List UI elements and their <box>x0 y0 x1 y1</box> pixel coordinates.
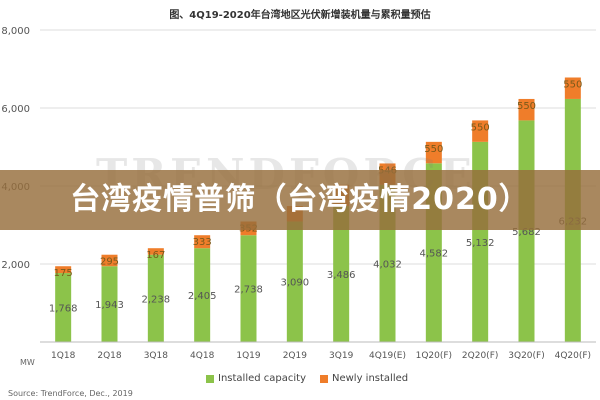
x-tick-label: 3Q19 <box>329 351 354 361</box>
bar-newly <box>147 248 164 255</box>
bar-installed <box>194 248 211 342</box>
legend-label-newly: Newly installed <box>332 373 409 384</box>
banner-text: 台湾疫情普筛（台湾疫情2020） <box>70 182 530 217</box>
data-label-installed: 1,943 <box>95 300 124 311</box>
bar-newly <box>55 266 72 274</box>
bar-newly <box>472 120 489 142</box>
data-label-installed: 2,738 <box>234 285 263 296</box>
bar-installed <box>240 235 257 342</box>
bar-installed <box>101 266 118 342</box>
x-tick-label: 2Q18 <box>97 351 122 361</box>
legend-swatch-installed <box>206 374 214 383</box>
x-tick-label: 3Q18 <box>144 351 169 361</box>
x-tick-label: 2Q20(F) <box>462 351 498 361</box>
y-tick-label: 6,000 <box>1 104 30 115</box>
bar-installed <box>55 273 72 342</box>
bar-newly <box>518 98 535 121</box>
data-label-newly: 550 <box>517 101 536 112</box>
y-tick-label: 8,000 <box>1 26 30 37</box>
y-tick-label: 2,000 <box>1 260 30 271</box>
legend: Installed capacity Newly installed <box>206 373 408 384</box>
bar-newly <box>425 141 442 164</box>
legend-label-installed: Installed capacity <box>218 373 306 384</box>
data-label-installed: 1,768 <box>49 304 78 315</box>
data-label-newly: 550 <box>471 122 490 133</box>
x-tick-label: 4Q18 <box>190 351 215 361</box>
data-label-newly: 550 <box>424 144 443 155</box>
data-label-installed: 2,238 <box>142 294 171 305</box>
x-tick-label: 1Q18 <box>51 351 76 361</box>
x-tick-label: 2Q19 <box>283 351 308 361</box>
legend-item-installed: Installed capacity <box>206 373 306 384</box>
data-label-newly: 333 <box>193 237 212 248</box>
bar-newly <box>564 77 581 99</box>
source-note: Source: TrendForce, Dec., 2019 <box>8 389 133 398</box>
data-label-newly: 550 <box>563 80 582 91</box>
bar-installed <box>333 206 350 342</box>
bar-installed <box>147 254 164 342</box>
x-tick-label: 3Q20(F) <box>508 351 544 361</box>
bar-newly <box>194 235 211 249</box>
x-tick-label: 4Q19(E) <box>369 351 406 361</box>
overlay-banner: 台湾疫情普筛（台湾疫情2020） <box>0 170 600 230</box>
legend-swatch-newly <box>320 374 328 383</box>
data-label-installed: 4,032 <box>373 259 402 270</box>
data-label-installed: 3,486 <box>327 270 356 281</box>
chart-title: 图、4Q19-2020年台湾地区光伏新增装机量与累积量预估 <box>169 10 431 21</box>
data-label-newly: 295 <box>100 257 119 268</box>
x-tick-label: 1Q19 <box>236 351 261 361</box>
data-label-installed: 5,132 <box>466 238 495 249</box>
x-tick-label: 1Q20(F) <box>416 351 452 361</box>
data-label-newly: 175 <box>54 268 73 279</box>
data-label-newly: 167 <box>146 250 165 261</box>
bar-newly <box>101 254 118 267</box>
x-tick-label: 4Q20(F) <box>555 351 591 361</box>
data-label-installed: 2,405 <box>188 291 217 302</box>
data-label-installed: 5,682 <box>512 227 541 238</box>
bar-installed <box>286 221 303 342</box>
data-label-installed: 4,582 <box>420 249 449 260</box>
data-label-installed: 3,090 <box>281 278 310 289</box>
legend-item-newly: Newly installed <box>320 373 408 384</box>
y-axis-unit: MW <box>20 358 35 367</box>
